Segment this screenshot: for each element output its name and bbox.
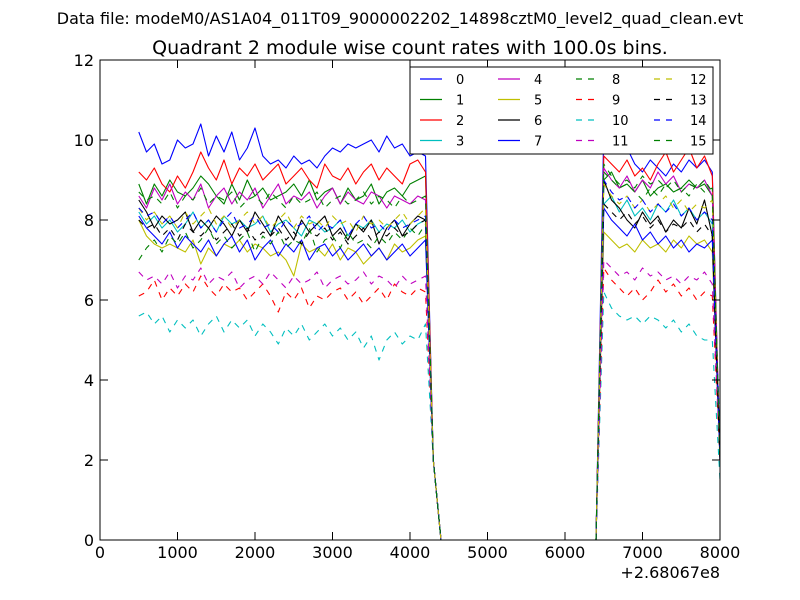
series-line-12 — [138, 183, 720, 540]
legend-label-0: 0 — [456, 73, 464, 88]
legend-label-12: 12 — [690, 73, 707, 88]
y-tick-label: 12 — [74, 51, 94, 70]
x-tick-label: 6000 — [545, 543, 586, 562]
series-line-15 — [138, 163, 720, 540]
y-tick-label: 8 — [84, 211, 94, 230]
plot-frame — [99, 59, 721, 541]
legend-label-5: 5 — [534, 94, 542, 109]
x-tick-label: 1000 — [157, 543, 198, 562]
legend-label-2: 2 — [456, 114, 464, 129]
series-line-9 — [138, 267, 720, 540]
y-tick-label: 2 — [84, 451, 94, 470]
legend-label-11: 11 — [612, 135, 629, 150]
axis-tick-labels: 0 1000 2000 3000 4000 5000 6000 7000 80000246810… — [74, 51, 741, 562]
series-layer — [138, 119, 720, 540]
y-tick-label: 0 — [84, 531, 94, 550]
legend-label-7: 7 — [534, 135, 542, 150]
series-line-8 — [138, 171, 720, 540]
legend-label-8: 8 — [612, 73, 620, 88]
x-offset-label: +2.68067e8 — [620, 563, 720, 582]
y-tick-label: 6 — [84, 291, 94, 310]
x-tick-label: 8000 — [700, 543, 741, 562]
legend-label-13: 13 — [690, 94, 707, 109]
chart-title: Quadrant 2 module wise count rates with … — [152, 37, 668, 59]
x-tick-label: 5000 — [467, 543, 508, 562]
legend-label-15: 15 — [690, 135, 707, 150]
series-line-10 — [138, 291, 720, 540]
x-tick-label: 2000 — [235, 543, 276, 562]
legend-label-10: 10 — [612, 114, 629, 129]
legend-label-14: 14 — [690, 114, 707, 129]
series-line-11 — [138, 259, 720, 540]
legend-label-9: 9 — [612, 94, 620, 109]
x-tick-label: 4000 — [390, 543, 431, 562]
x-tick-label: 7000 — [622, 543, 663, 562]
legend-label-6: 6 — [534, 114, 542, 129]
y-tick-label: 10 — [74, 131, 94, 150]
legend-label-1: 1 — [456, 94, 464, 109]
y-tick-label: 4 — [84, 371, 94, 390]
x-tick-label: 3000 — [312, 543, 353, 562]
legend-box — [409, 66, 714, 155]
chart-suptitle: Data file: modeM0/AS1A04_011T09_90000022… — [57, 9, 743, 29]
legend-label-3: 3 — [456, 135, 464, 150]
legend-label-4: 4 — [534, 73, 542, 88]
x-tick-label: 0 — [95, 543, 105, 562]
